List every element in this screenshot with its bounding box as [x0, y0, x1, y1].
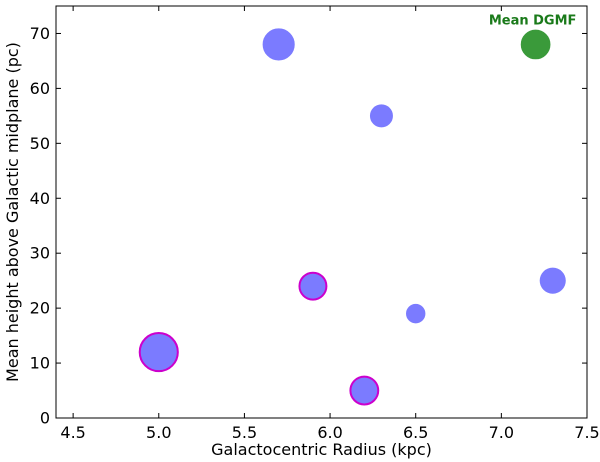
x-tick-label: 5.0 — [146, 423, 171, 442]
x-tick-label: 5.5 — [232, 423, 257, 442]
x-tick-label: 6.0 — [317, 423, 342, 442]
data-point-7 — [539, 267, 566, 294]
x-tick-label: 4.5 — [60, 423, 85, 442]
points-layer — [138, 28, 566, 406]
x-axis-title: Galactocentric Radius (kpc) — [211, 440, 432, 459]
mean-dgmf-point — [520, 29, 551, 60]
y-tick-label: 10 — [30, 354, 50, 373]
y-tick-label: 70 — [30, 24, 50, 43]
y-tick-label: 60 — [30, 79, 50, 98]
ticks-layer: 4.5 5.0 5.5 6.0 6.5 7.0 7.5 0 10 20 30 40 50 60 70 — [30, 6, 600, 442]
x-tick-label: 6.5 — [403, 423, 428, 442]
data-point-3 — [298, 271, 328, 301]
data-point-6 — [406, 303, 426, 324]
plot-frame — [55, 5, 588, 419]
data-point-1 — [138, 332, 179, 373]
y-tick-label: 30 — [30, 244, 50, 263]
x-tick-label: 7.0 — [489, 423, 514, 442]
y-tick-label: 50 — [30, 134, 50, 153]
data-point-5 — [369, 104, 393, 128]
y-axis-title: Mean height above Galactic midplane (pc) — [3, 42, 22, 382]
data-point-4 — [349, 375, 380, 406]
y-tick-label: 40 — [30, 189, 50, 208]
mean-dgmf-annotation: Mean DGMF — [489, 14, 577, 29]
data-point-2 — [262, 28, 295, 61]
y-tick-label: 0 — [40, 409, 50, 428]
x-tick-label: 7.5 — [574, 423, 599, 442]
y-tick-label: 20 — [30, 299, 50, 318]
